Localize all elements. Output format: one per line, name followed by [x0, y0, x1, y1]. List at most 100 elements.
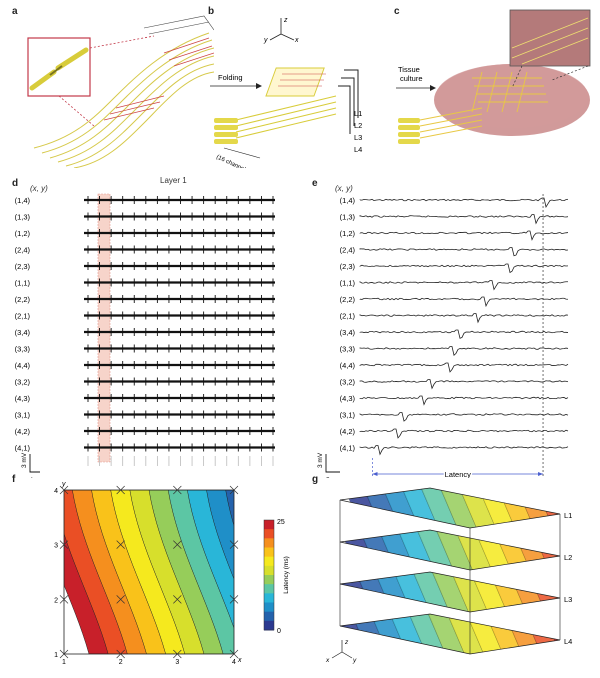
trace-label-e: (3,2) [340, 378, 356, 387]
panel-e-label: e [312, 178, 318, 189]
axis-z-label: z [344, 639, 349, 646]
trace-label-d: (4,4) [15, 361, 31, 370]
trace-label-d: (1,1) [15, 279, 31, 288]
electrode-marker [173, 649, 182, 659]
trace-e [359, 313, 569, 324]
trace-label-d: (3,4) [15, 328, 31, 337]
panel-b-label: b [208, 6, 215, 17]
trace-e [359, 296, 569, 308]
trace-label-d: (3,1) [15, 411, 31, 420]
trace-label-d: (2,3) [15, 262, 31, 271]
panel-a-label: a [12, 6, 18, 17]
colorbar-segment [264, 520, 274, 530]
trace-e [359, 346, 569, 356]
highlight-window [97, 193, 111, 463]
x-tick-label: 4 [232, 659, 236, 666]
trace-label-d: (2,1) [15, 312, 31, 321]
embedded-mesh [471, 71, 548, 113]
layer-label: L1 [564, 511, 572, 520]
trace-e [359, 230, 569, 241]
trace-label-d: (4,3) [15, 394, 31, 403]
trace-label-e: (1,3) [340, 213, 356, 222]
tissue-text-2: culture [400, 74, 423, 83]
axis-z-label: z [283, 17, 288, 24]
y-tick-label: 1 [54, 652, 58, 659]
trace-e [359, 428, 569, 439]
electrode-marker [229, 540, 239, 549]
colorbar-segment [264, 575, 274, 585]
map-frame [63, 489, 235, 655]
panel-c-label: c [394, 6, 400, 17]
trace-e [359, 362, 569, 373]
trace-label-d: (2,4) [15, 246, 31, 255]
panel-d-raster-traces: (1,4) (1,3) (1,2) (2,4) (2,3) (1,1) (2,2) (2,1)… [15, 193, 275, 478]
trace-label-e: (3,4) [340, 328, 356, 337]
electrode-marker [229, 649, 239, 659]
x-tick-label: 2 [119, 659, 123, 666]
scale-bar-d [29, 454, 40, 473]
trace-label-d: (3,3) [15, 345, 31, 354]
contour-band [225, 490, 234, 527]
electrode-marker [173, 595, 182, 604]
connector-pads [214, 118, 238, 144]
panel-g-label: g [312, 474, 319, 485]
electrode-marker [116, 649, 125, 659]
panel-d-label: d [12, 178, 19, 189]
latency-text: Latency [445, 470, 472, 478]
x-tick-label: 1 [62, 659, 66, 666]
colorbar-segment [264, 593, 274, 603]
trace-e [359, 379, 569, 390]
trace-label-d: (2,2) [15, 295, 31, 304]
layer-label: L4 [564, 637, 572, 646]
layer-band [450, 530, 501, 570]
latency-arrow-head-left [372, 472, 378, 476]
trace-label-e: (1,1) [340, 279, 356, 288]
trace-label-e: (2,1) [340, 312, 356, 321]
axis-line [341, 651, 353, 659]
trace-label-d: (3,2) [15, 378, 31, 387]
colorbar-segment [264, 538, 274, 548]
trace-e [359, 247, 569, 257]
panel-c-tissue-illustration: Tissue culture [396, 9, 591, 144]
latency-arrow-head-right [538, 472, 544, 476]
electrode-marker [229, 485, 239, 495]
layer-label: L3 [564, 595, 572, 604]
trace-label-d: (1,4) [15, 196, 31, 205]
trace-label-d: (1,3) [15, 213, 31, 222]
channels-text: (16 channels) [215, 154, 250, 168]
electrode-marker [59, 485, 69, 495]
trace-label-e: (1,2) [340, 229, 356, 238]
panel-b-folding-illustration: z y x Folding (16 channels) L1 L2 L3 L4 [210, 17, 362, 168]
scale-voltage-d: 3 mV [21, 452, 28, 468]
electrode-marker [173, 540, 182, 549]
panel-g-3d-latency-layers: L1 L2 L3 L4 z x y [325, 487, 572, 664]
colorbar-max: 25 [277, 519, 285, 526]
latency-contours [64, 490, 234, 654]
x-tick-label: 3 [175, 659, 179, 666]
panel-e-header: (x, y) [335, 184, 353, 193]
trace-label-e: (2,3) [340, 262, 356, 271]
trace-label-e: (4,2) [340, 427, 356, 436]
trace-e [359, 412, 569, 422]
panel-e-latency-traces: (1,4) (1,3) (1,2) (2,4) (2,3) (1,1) (2,2) (2,1)… [317, 194, 569, 478]
colorbar-segment [264, 611, 274, 622]
layer-band [442, 614, 493, 654]
axis-y-label: y [352, 657, 357, 664]
y-tick-label: 3 [54, 543, 58, 550]
axes-icon [269, 18, 295, 41]
trace-label-e: (4,1) [340, 444, 356, 453]
trace-e [359, 445, 569, 456]
axis-x-label: x [325, 657, 330, 664]
trace-e [359, 214, 569, 225]
axis-x-label: x [294, 37, 299, 44]
scale-time-d: 1 s [30, 477, 39, 478]
panel-f-label: f [12, 474, 16, 485]
trace-label-d: (4,1) [15, 444, 31, 453]
layer-band [538, 614, 560, 654]
ribbon-cables [235, 95, 337, 139]
colorbar-segment [264, 556, 274, 567]
layer-label-l2: L2 [354, 121, 362, 130]
layer-label-l4: L4 [354, 145, 362, 154]
trace-e [359, 280, 569, 291]
colorbar-frame [263, 519, 275, 631]
